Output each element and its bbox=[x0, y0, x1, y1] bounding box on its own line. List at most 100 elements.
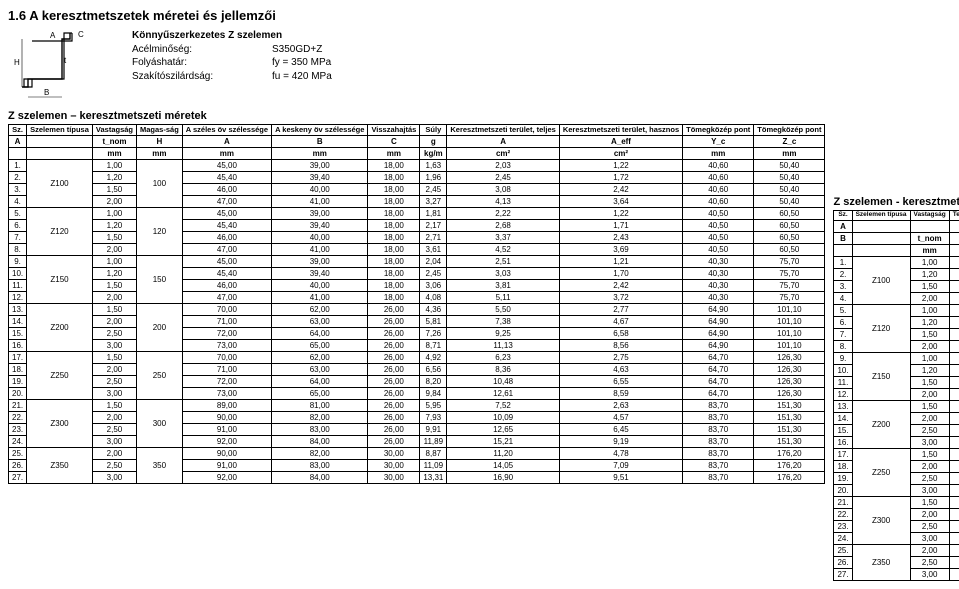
data-cell: 4. bbox=[834, 292, 852, 304]
data-cell: 998,750 bbox=[949, 496, 959, 508]
data-cell: 2,00 bbox=[92, 411, 136, 423]
data-cell: 18. bbox=[834, 460, 852, 472]
data-cell: 1,00 bbox=[910, 256, 949, 268]
data-cell: 3. bbox=[834, 280, 852, 292]
data-cell: 16. bbox=[834, 436, 852, 448]
data-cell: 151,30 bbox=[754, 399, 825, 411]
data-cell: 3,37 bbox=[447, 231, 559, 243]
table-row: 16.3,0073,0065,0026,008,7111,138,5664,90… bbox=[9, 339, 825, 351]
col-header: Visszahajtás bbox=[368, 125, 420, 136]
data-cell: 46,00 bbox=[182, 231, 271, 243]
profile-cell: Z120 bbox=[27, 207, 93, 255]
col-symbol bbox=[852, 232, 910, 244]
data-cell: 2,50 bbox=[910, 424, 949, 436]
data-cell: 26,00 bbox=[368, 339, 420, 351]
col-header: Vastagság bbox=[92, 125, 136, 136]
data-cell: 3,00 bbox=[92, 435, 136, 447]
data-cell: 23. bbox=[834, 520, 852, 532]
data-cell: 16. bbox=[9, 339, 27, 351]
data-cell: 4,78 bbox=[559, 447, 682, 459]
data-cell: 11,13 bbox=[447, 339, 559, 351]
data-cell: 18,00 bbox=[368, 219, 420, 231]
profile-cell: Z250 bbox=[27, 351, 93, 399]
data-cell: 64,90 bbox=[683, 327, 754, 339]
data-cell: 3,64 bbox=[559, 195, 682, 207]
data-cell: 2,45 bbox=[420, 267, 447, 279]
data-cell: 8,59 bbox=[559, 387, 682, 399]
data-cell: 91,00 bbox=[182, 459, 271, 471]
data-cell: 71,00 bbox=[182, 363, 271, 375]
data-cell: 15. bbox=[834, 424, 852, 436]
data-cell: 6,55 bbox=[559, 375, 682, 387]
data-cell: 19. bbox=[9, 375, 27, 387]
col-unit: mm bbox=[182, 147, 271, 159]
data-cell: 8. bbox=[834, 340, 852, 352]
data-cell: 64,90 bbox=[683, 315, 754, 327]
data-cell: 83,00 bbox=[272, 459, 368, 471]
data-cell: 26,00 bbox=[368, 363, 420, 375]
data-cell: 40,00 bbox=[272, 231, 368, 243]
data-cell: 37,607 bbox=[949, 268, 959, 280]
table-row: 2.1,2045,4039,4018,001,962,451,7240,6050… bbox=[9, 171, 825, 183]
height-cell: 120 bbox=[137, 207, 183, 255]
profile-cell: Z300 bbox=[27, 399, 93, 447]
data-cell: 1,21 bbox=[559, 255, 682, 267]
data-cell: 39,40 bbox=[272, 219, 368, 231]
data-cell: 3. bbox=[9, 183, 27, 195]
data-cell: 1,20 bbox=[92, 171, 136, 183]
data-cell: 7,09 bbox=[559, 459, 682, 471]
col-header: Magas-ság bbox=[137, 125, 183, 136]
data-cell: 72,727 bbox=[949, 328, 959, 340]
table-row: 12.2,0047,0041,0018,004,085,113,7240,307… bbox=[9, 291, 825, 303]
data-cell: 5. bbox=[834, 304, 852, 316]
data-cell: 1,00 bbox=[92, 159, 136, 171]
data-cell: 26,00 bbox=[368, 303, 420, 315]
data-cell: 151,30 bbox=[754, 411, 825, 423]
col-unit: mm bbox=[683, 147, 754, 159]
data-cell: 81,546 bbox=[949, 352, 959, 364]
data-cell: 1,22 bbox=[559, 207, 682, 219]
profile-cell: Z350 bbox=[852, 544, 910, 580]
data-cell: 2,00 bbox=[910, 412, 949, 424]
col-header: A széles öv szélessége bbox=[182, 125, 271, 136]
height-cell: 350 bbox=[137, 447, 183, 483]
data-cell: 45,00 bbox=[182, 159, 271, 171]
data-cell: 40,50 bbox=[683, 243, 754, 255]
height-cell: 300 bbox=[137, 399, 183, 447]
data-cell: 26,00 bbox=[368, 375, 420, 387]
data-cell: 333,533 bbox=[949, 400, 959, 412]
data-cell: 18,00 bbox=[368, 279, 420, 291]
col-unit: mm bbox=[368, 147, 420, 159]
data-cell: 2,50 bbox=[910, 472, 949, 484]
col-symbol bbox=[27, 135, 93, 147]
data-cell: 26,00 bbox=[368, 327, 420, 339]
data-cell: 17. bbox=[834, 448, 852, 460]
col-symbol bbox=[852, 220, 910, 232]
data-cell: 8,71 bbox=[420, 339, 447, 351]
top-area: H B C A t Könnyűszerkezetes Z szelemen A… bbox=[8, 29, 959, 101]
profile-cell: Z350 bbox=[27, 447, 93, 483]
data-cell: 50,40 bbox=[754, 159, 825, 171]
data-cell: 3,61 bbox=[420, 243, 447, 255]
data-cell: 1,81 bbox=[420, 207, 447, 219]
data-cell: 126,30 bbox=[754, 351, 825, 363]
data-cell: 63,00 bbox=[272, 363, 368, 375]
data-cell: 1,72 bbox=[559, 171, 682, 183]
data-cell: 1,50 bbox=[910, 280, 949, 292]
data-cell: 1,71 bbox=[559, 219, 682, 231]
data-cell: 4,57 bbox=[559, 411, 682, 423]
data-cell: 5,11 bbox=[447, 291, 559, 303]
height-cell: 100 bbox=[137, 159, 183, 207]
data-cell: 1,22 bbox=[559, 159, 682, 171]
properties-table: Sz.Szelemen típusaVastagságTeljes tehete… bbox=[833, 210, 959, 581]
data-cell: 1,20 bbox=[92, 219, 136, 231]
data-cell: 83,70 bbox=[683, 423, 754, 435]
col-symbol: Z_c bbox=[754, 135, 825, 147]
data-cell: 83,70 bbox=[683, 471, 754, 483]
data-cell: 3,69 bbox=[559, 243, 682, 255]
col-symbol: I_y bbox=[949, 232, 959, 244]
data-cell: 47,262 bbox=[949, 280, 959, 292]
data-cell: 176,20 bbox=[754, 471, 825, 483]
table-row: 25.Z3502,001956,670110,6001495,48879,693… bbox=[834, 544, 959, 556]
data-cell: 7,26 bbox=[420, 327, 447, 339]
